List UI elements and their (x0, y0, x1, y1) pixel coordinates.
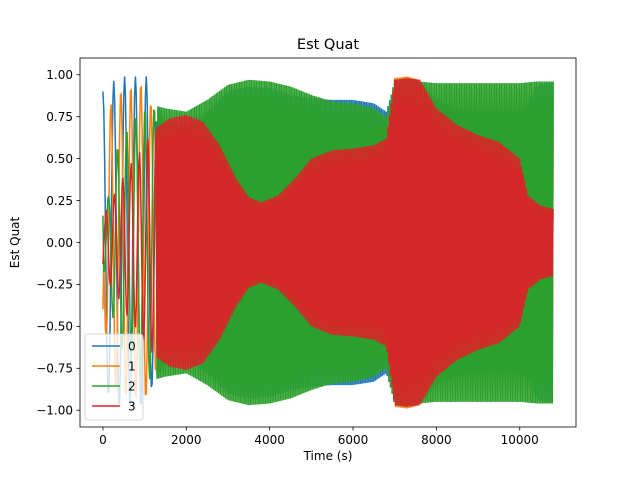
y-tick-label: −0.50 (36, 320, 73, 334)
x-ticks: 0 2000 4000 6000 8000 10000 (99, 427, 539, 447)
legend-box (84, 333, 144, 421)
y-tick-label: −1.00 (36, 404, 73, 418)
x-tick-label: 2000 (171, 433, 202, 447)
legend: 0 1 2 3 (84, 333, 144, 421)
x-axis-label: Time (s) (303, 449, 353, 463)
legend-label-0: 0 (128, 339, 136, 353)
x-tick-label: 6000 (338, 433, 369, 447)
y-tick-label: 0.25 (46, 194, 73, 208)
y-axis-label: Est Quat (8, 216, 22, 268)
series-line-3 (102, 78, 554, 407)
y-ticks: −1.00 −0.75 −0.50 −0.25 0.00 0.25 0.50 0.75 1.00 (36, 68, 80, 418)
series-line-2 (102, 78, 554, 407)
y-tick-label: 0.50 (46, 152, 73, 166)
y-tick-label: −0.25 (36, 278, 73, 292)
x-tick-label: 8000 (421, 433, 452, 447)
y-tick-label: 0.75 (46, 110, 73, 124)
chart-title: Est Quat (297, 37, 359, 53)
series-layer (102, 76, 554, 409)
x-tick-label: 10000 (501, 433, 539, 447)
y-tick-label: 1.00 (46, 68, 73, 82)
legend-label-1: 1 (128, 359, 136, 373)
legend-label-3: 3 (128, 399, 136, 413)
y-tick-label: −0.75 (36, 362, 73, 376)
x-tick-label: 0 (99, 433, 107, 447)
x-tick-label: 4000 (254, 433, 285, 447)
y-tick-label: 0.00 (46, 236, 73, 250)
legend-label-2: 2 (128, 379, 136, 393)
